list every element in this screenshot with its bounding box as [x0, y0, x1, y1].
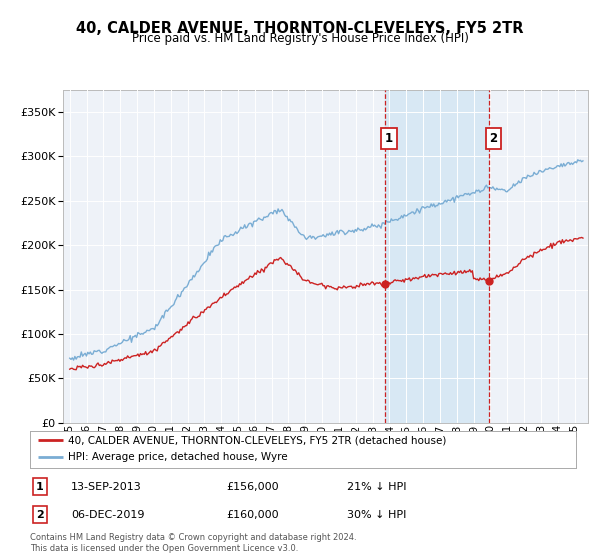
Text: Price paid vs. HM Land Registry's House Price Index (HPI): Price paid vs. HM Land Registry's House … [131, 32, 469, 45]
Text: 30% ↓ HPI: 30% ↓ HPI [347, 510, 406, 520]
Text: 40, CALDER AVENUE, THORNTON-CLEVELEYS, FY5 2TR (detached house): 40, CALDER AVENUE, THORNTON-CLEVELEYS, F… [68, 435, 446, 445]
Text: 06-DEC-2019: 06-DEC-2019 [71, 510, 145, 520]
Text: £156,000: £156,000 [227, 482, 279, 492]
Bar [385, 90, 489, 423]
Text: 2: 2 [36, 510, 44, 520]
Text: 21% ↓ HPI: 21% ↓ HPI [347, 482, 406, 492]
Text: 13-SEP-2013: 13-SEP-2013 [71, 482, 142, 492]
Text: 40, CALDER AVENUE, THORNTON-CLEVELEYS, FY5 2TR: 40, CALDER AVENUE, THORNTON-CLEVELEYS, F… [76, 21, 524, 36]
Text: Contains HM Land Registry data © Crown copyright and database right 2024.
This d: Contains HM Land Registry data © Crown c… [30, 533, 356, 553]
Text: 1: 1 [36, 482, 44, 492]
Text: 1: 1 [385, 132, 393, 145]
Text: £160,000: £160,000 [227, 510, 279, 520]
Text: 2: 2 [489, 132, 497, 145]
Text: HPI: Average price, detached house, Wyre: HPI: Average price, detached house, Wyre [68, 452, 288, 463]
